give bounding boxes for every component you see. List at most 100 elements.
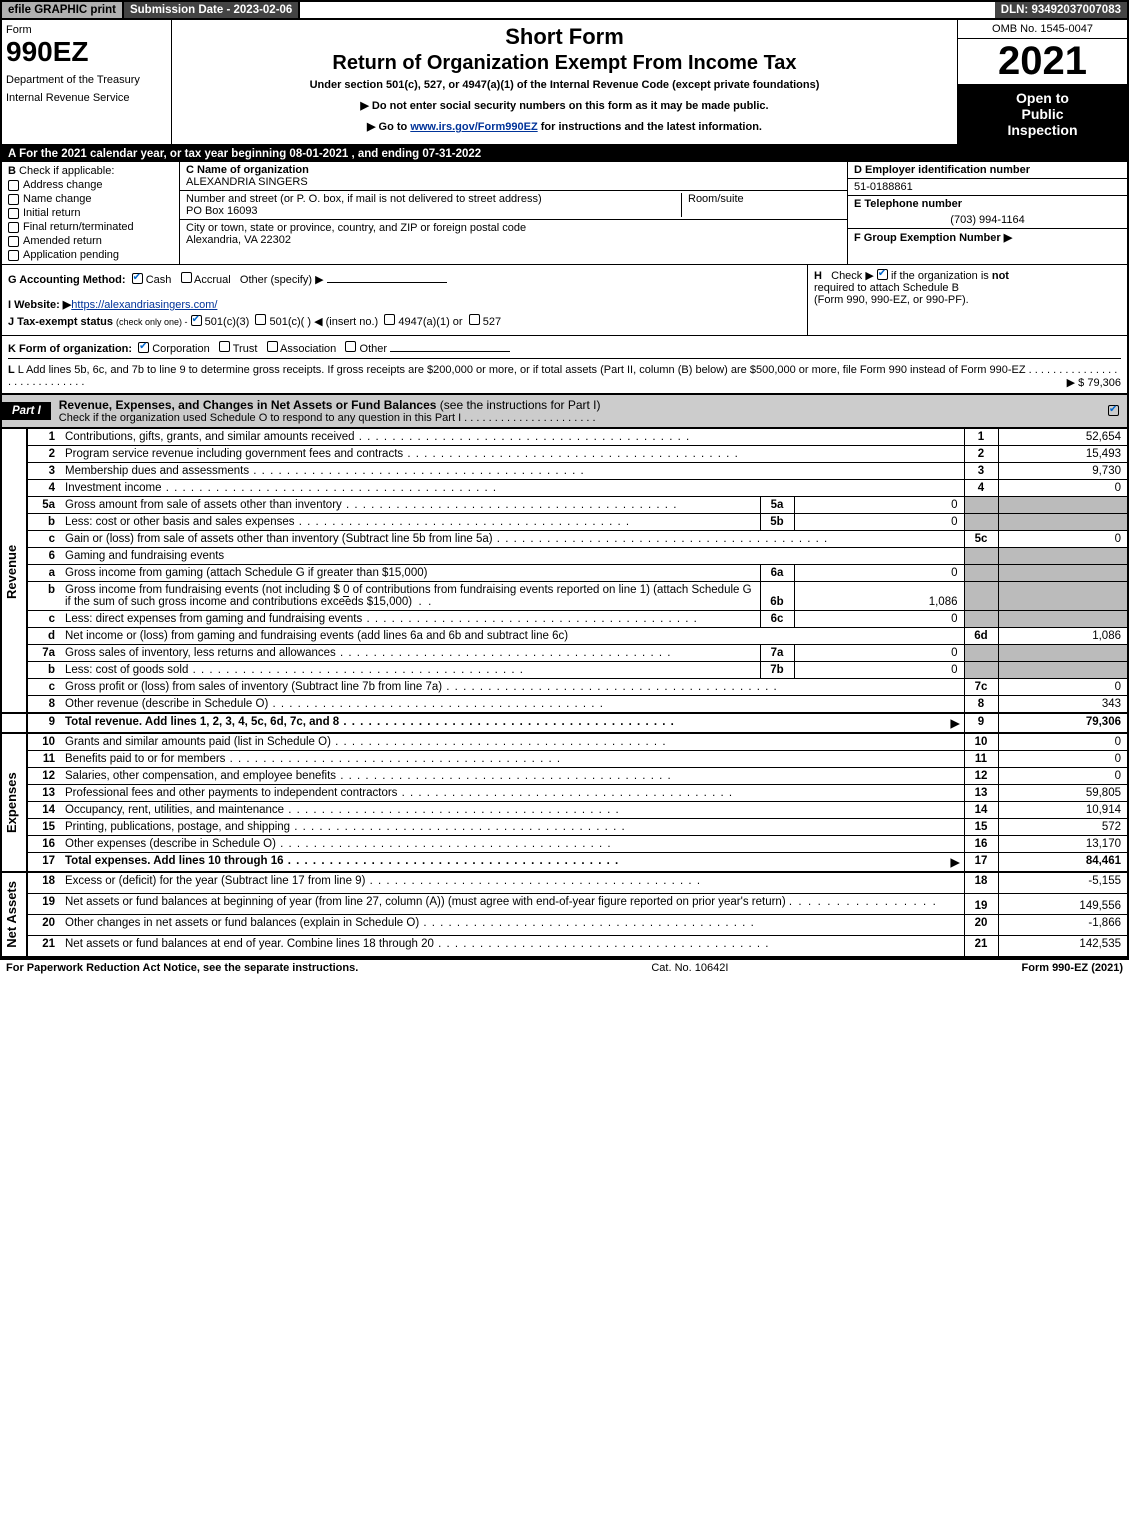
j-note: (check only one) -	[116, 317, 188, 327]
header-right: OMB No. 1545-0047 2021 Open to Public In…	[957, 20, 1127, 144]
checkbox-icon[interactable]	[384, 314, 395, 325]
goto-note: ▶ Go to www.irs.gov/Form990EZ for instru…	[178, 120, 951, 133]
grey-cell	[998, 497, 1128, 514]
checkbox-icon[interactable]	[267, 341, 278, 352]
ein-value: 51-0188861	[848, 179, 1127, 196]
line-7a: 7a Gross sales of inventory, less return…	[1, 645, 1128, 662]
line-desc: Printing, publications, postage, and shi…	[65, 821, 960, 833]
header-mid: Short Form Return of Organization Exempt…	[172, 20, 957, 144]
line-desc: Membership dues and assessments	[65, 465, 960, 477]
dept-irs: Internal Revenue Service	[6, 92, 167, 104]
checkbox-icon[interactable]	[469, 314, 480, 325]
line-val: 0	[998, 768, 1128, 785]
checkbox-icon[interactable]	[877, 269, 888, 280]
chk-address-change[interactable]: Address change	[8, 179, 173, 191]
chk-name-change[interactable]: Name change	[8, 193, 173, 205]
chk-final-return[interactable]: Final return/terminated	[8, 221, 173, 233]
checkbox-icon[interactable]	[181, 272, 192, 283]
line-8: 8 Other revenue (describe in Schedule O)…	[1, 696, 1128, 714]
efile-print-label[interactable]: efile GRAPHIC print	[2, 2, 124, 18]
line-val: 79,306	[998, 713, 1128, 733]
line-val: 0	[998, 733, 1128, 751]
part1-table: Revenue 1 Contributions, gifts, grants, …	[0, 429, 1129, 958]
line-7b: b Less: cost of goods sold 7b 0	[1, 662, 1128, 679]
checkbox-icon[interactable]	[191, 315, 202, 326]
goto-post: for instructions and the latest informat…	[538, 121, 762, 133]
line-ref: 11	[964, 751, 998, 768]
line-num: 6	[27, 548, 61, 565]
line-9: 9 Total revenue. Add lines 1, 2, 3, 4, 5…	[1, 713, 1128, 733]
line-desc: Grants and similar amounts paid (list in…	[65, 736, 960, 748]
omb-number: OMB No. 1545-0047	[958, 20, 1127, 39]
checkbox-icon[interactable]	[138, 342, 149, 353]
line-6c: c Less: direct expenses from gaming and …	[1, 611, 1128, 628]
kl-block: K Form of organization: Corporation Trus…	[0, 336, 1129, 395]
form-subtitle: Under section 501(c), 527, or 4947(a)(1)…	[178, 79, 951, 91]
checkbox-icon[interactable]	[255, 314, 266, 325]
line-desc: Gaming and fundraising events	[61, 548, 964, 565]
grey-cell	[998, 611, 1128, 628]
g-other-input[interactable]	[327, 282, 447, 283]
irs-link[interactable]: www.irs.gov/Form990EZ	[410, 121, 537, 133]
line-num: c	[27, 611, 61, 628]
k-corp: Corporation	[152, 343, 209, 355]
checkbox-icon[interactable]	[219, 341, 230, 352]
line-desc: Gross income from fundraising events (no…	[61, 582, 760, 611]
column-c: C Name of organization ALEXANDRIA SINGER…	[180, 162, 847, 264]
line-desc: Benefits paid to or for members	[65, 753, 960, 765]
line-desc: Contributions, gifts, grants, and simila…	[65, 431, 960, 443]
room-suite-label: Room/suite	[681, 193, 841, 217]
line-val: 0	[998, 679, 1128, 696]
b-check-if: Check if applicable:	[19, 165, 114, 177]
line-desc: Gross sales of inventory, less returns a…	[65, 647, 756, 659]
line-val: 0	[998, 531, 1128, 548]
sub-num: 5b	[760, 514, 794, 531]
l-text: L Add lines 5b, 6c, and 7b to line 9 to …	[18, 364, 1026, 376]
sub-num: 6b	[760, 582, 794, 611]
h-label: H	[814, 270, 822, 282]
chk-initial-return[interactable]: Initial return	[8, 207, 173, 219]
checkbox-icon[interactable]	[1108, 405, 1119, 416]
line-num: 1	[27, 429, 61, 446]
sub-num: 6c	[760, 611, 794, 628]
checkbox-icon[interactable]	[345, 341, 356, 352]
line-6: 6 Gaming and fundraising events	[1, 548, 1128, 565]
dept-treasury: Department of the Treasury	[6, 74, 167, 86]
line-num: 8	[27, 696, 61, 714]
chk-application-pending[interactable]: Application pending	[8, 249, 173, 261]
line-desc: Other revenue (describe in Schedule O)	[65, 698, 960, 710]
line-10: Expenses 10 Grants and similar amounts p…	[1, 733, 1128, 751]
chk-amended-return[interactable]: Amended return	[8, 235, 173, 247]
checkbox-icon	[8, 180, 19, 191]
checkbox-icon	[8, 222, 19, 233]
k-other-input[interactable]	[390, 351, 510, 352]
line-desc: Net assets or fund balances at beginning…	[61, 893, 964, 914]
website-link[interactable]: https://alexandriasingers.com/	[71, 299, 217, 311]
line-desc: Gross income from gaming (attach Schedul…	[61, 565, 760, 582]
h-txt2: if the organization is	[891, 270, 989, 282]
line-num: a	[27, 565, 61, 582]
line-ref: 18	[964, 872, 998, 893]
b-label: B	[8, 165, 16, 177]
checkbox-icon[interactable]	[132, 273, 143, 284]
line-ref: 5c	[964, 531, 998, 548]
column-def: D Employer identification number 51-0188…	[847, 162, 1127, 264]
line-desc: Excess or (deficit) for the year (Subtra…	[65, 875, 960, 887]
ssn-note: ▶ Do not enter social security numbers o…	[178, 99, 951, 112]
short-form-title: Short Form	[178, 24, 951, 50]
l-gross-receipts: L L Add lines 5b, 6c, and 7b to line 9 t…	[8, 361, 1121, 388]
header-left: Form 990EZ Department of the Treasury In…	[2, 20, 172, 144]
chk-label: Name change	[23, 193, 92, 205]
line-desc: Less: direct expenses from gaming and fu…	[65, 613, 756, 625]
g-accrual: Accrual	[194, 274, 231, 286]
sub-val: 0	[794, 497, 964, 514]
form-header: Form 990EZ Department of the Treasury In…	[0, 20, 1129, 146]
line-14: 14 Occupancy, rent, utilities, and maint…	[1, 802, 1128, 819]
line-desc: Less: cost or other basis and sales expe…	[65, 516, 756, 528]
d-ein-label: D Employer identification number	[848, 162, 1127, 179]
line-num: 18	[27, 872, 61, 893]
line-desc: Salaries, other compensation, and employ…	[65, 770, 960, 782]
grey-cell	[964, 645, 998, 662]
sub-val: 0	[794, 611, 964, 628]
line-val: 149,556	[998, 893, 1128, 914]
